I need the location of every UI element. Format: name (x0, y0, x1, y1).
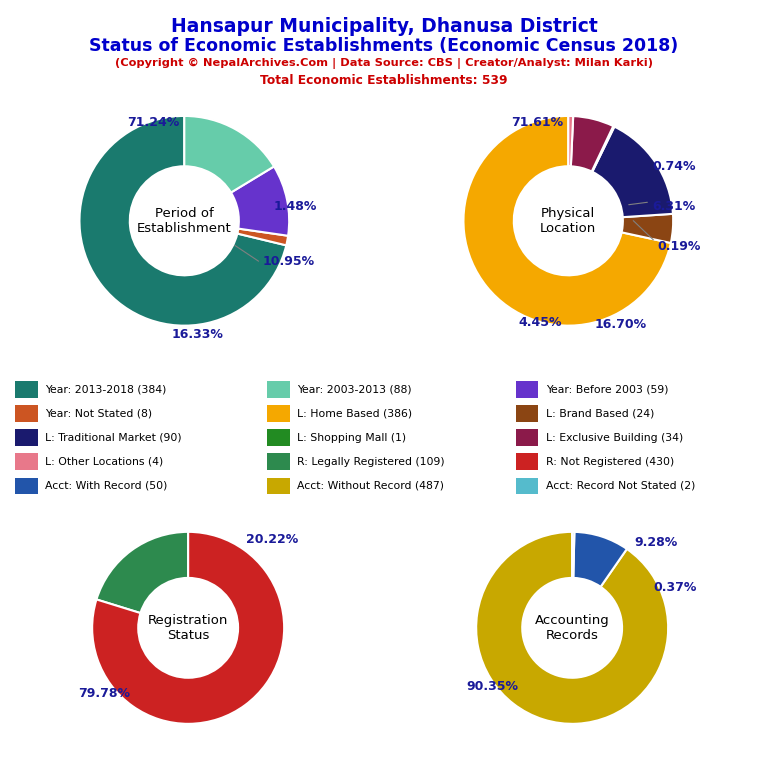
Text: Year: 2003-2013 (88): Year: 2003-2013 (88) (297, 384, 412, 395)
Text: 16.33%: 16.33% (172, 328, 223, 341)
Text: 90.35%: 90.35% (467, 680, 518, 694)
Text: Acct: With Record (50): Acct: With Record (50) (45, 481, 167, 491)
Text: 20.22%: 20.22% (246, 533, 298, 546)
FancyBboxPatch shape (516, 478, 538, 495)
Wedge shape (572, 531, 574, 578)
Text: Hansapur Municipality, Dhanusa District: Hansapur Municipality, Dhanusa District (170, 17, 598, 36)
FancyBboxPatch shape (267, 405, 290, 422)
Text: 16.70%: 16.70% (594, 318, 647, 331)
Wedge shape (463, 116, 670, 326)
Wedge shape (476, 531, 668, 723)
Wedge shape (231, 167, 290, 236)
FancyBboxPatch shape (267, 381, 290, 398)
Wedge shape (592, 127, 673, 217)
Wedge shape (568, 116, 573, 167)
Text: 0.19%: 0.19% (657, 240, 701, 253)
Text: L: Traditional Market (90): L: Traditional Market (90) (45, 432, 182, 442)
Text: L: Exclusive Building (34): L: Exclusive Building (34) (546, 432, 683, 442)
Wedge shape (621, 214, 674, 243)
Text: 6.31%: 6.31% (652, 200, 696, 214)
FancyBboxPatch shape (15, 429, 38, 446)
FancyBboxPatch shape (516, 381, 538, 398)
FancyBboxPatch shape (516, 429, 538, 446)
FancyBboxPatch shape (516, 405, 538, 422)
FancyBboxPatch shape (267, 478, 290, 495)
Text: R: Legally Registered (109): R: Legally Registered (109) (297, 457, 445, 467)
Wedge shape (574, 532, 627, 587)
Text: 0.74%: 0.74% (652, 161, 696, 174)
Wedge shape (92, 531, 284, 724)
Wedge shape (237, 229, 288, 245)
FancyBboxPatch shape (15, 381, 38, 398)
FancyBboxPatch shape (516, 453, 538, 470)
Text: Year: Not Stated (8): Year: Not Stated (8) (45, 409, 152, 419)
Text: 71.24%: 71.24% (127, 117, 179, 130)
Wedge shape (184, 116, 274, 193)
Text: 4.45%: 4.45% (518, 316, 561, 329)
Text: Period of
Establishment: Period of Establishment (137, 207, 232, 235)
FancyBboxPatch shape (267, 429, 290, 446)
Wedge shape (97, 531, 188, 613)
Wedge shape (591, 126, 614, 172)
Text: L: Other Locations (4): L: Other Locations (4) (45, 457, 164, 467)
Text: 79.78%: 79.78% (78, 687, 130, 700)
Text: Registration
Status: Registration Status (148, 614, 228, 642)
Text: L: Shopping Mall (1): L: Shopping Mall (1) (297, 432, 406, 442)
FancyBboxPatch shape (267, 453, 290, 470)
Text: (Copyright © NepalArchives.Com | Data Source: CBS | Creator/Analyst: Milan Karki: (Copyright © NepalArchives.Com | Data So… (115, 58, 653, 69)
Text: Year: 2013-2018 (384): Year: 2013-2018 (384) (45, 384, 167, 395)
Wedge shape (571, 116, 614, 171)
Text: Accounting
Records: Accounting Records (535, 614, 610, 642)
Text: L: Brand Based (24): L: Brand Based (24) (546, 409, 654, 419)
Text: Status of Economic Establishments (Economic Census 2018): Status of Economic Establishments (Econo… (89, 37, 679, 55)
Text: Physical
Location: Physical Location (540, 207, 597, 235)
Text: 10.95%: 10.95% (263, 255, 315, 268)
FancyBboxPatch shape (15, 405, 38, 422)
Text: 71.61%: 71.61% (511, 117, 563, 130)
Text: Acct: Without Record (487): Acct: Without Record (487) (297, 481, 445, 491)
Text: L: Home Based (386): L: Home Based (386) (297, 409, 412, 419)
Text: R: Not Registered (430): R: Not Registered (430) (546, 457, 674, 467)
Text: Total Economic Establishments: 539: Total Economic Establishments: 539 (260, 74, 508, 88)
Text: 0.37%: 0.37% (654, 581, 697, 594)
FancyBboxPatch shape (15, 478, 38, 495)
Text: Year: Before 2003 (59): Year: Before 2003 (59) (546, 384, 668, 395)
FancyBboxPatch shape (15, 453, 38, 470)
Text: 9.28%: 9.28% (634, 536, 678, 549)
Wedge shape (79, 116, 286, 326)
Text: Acct: Record Not Stated (2): Acct: Record Not Stated (2) (546, 481, 695, 491)
Text: 1.48%: 1.48% (273, 200, 317, 214)
